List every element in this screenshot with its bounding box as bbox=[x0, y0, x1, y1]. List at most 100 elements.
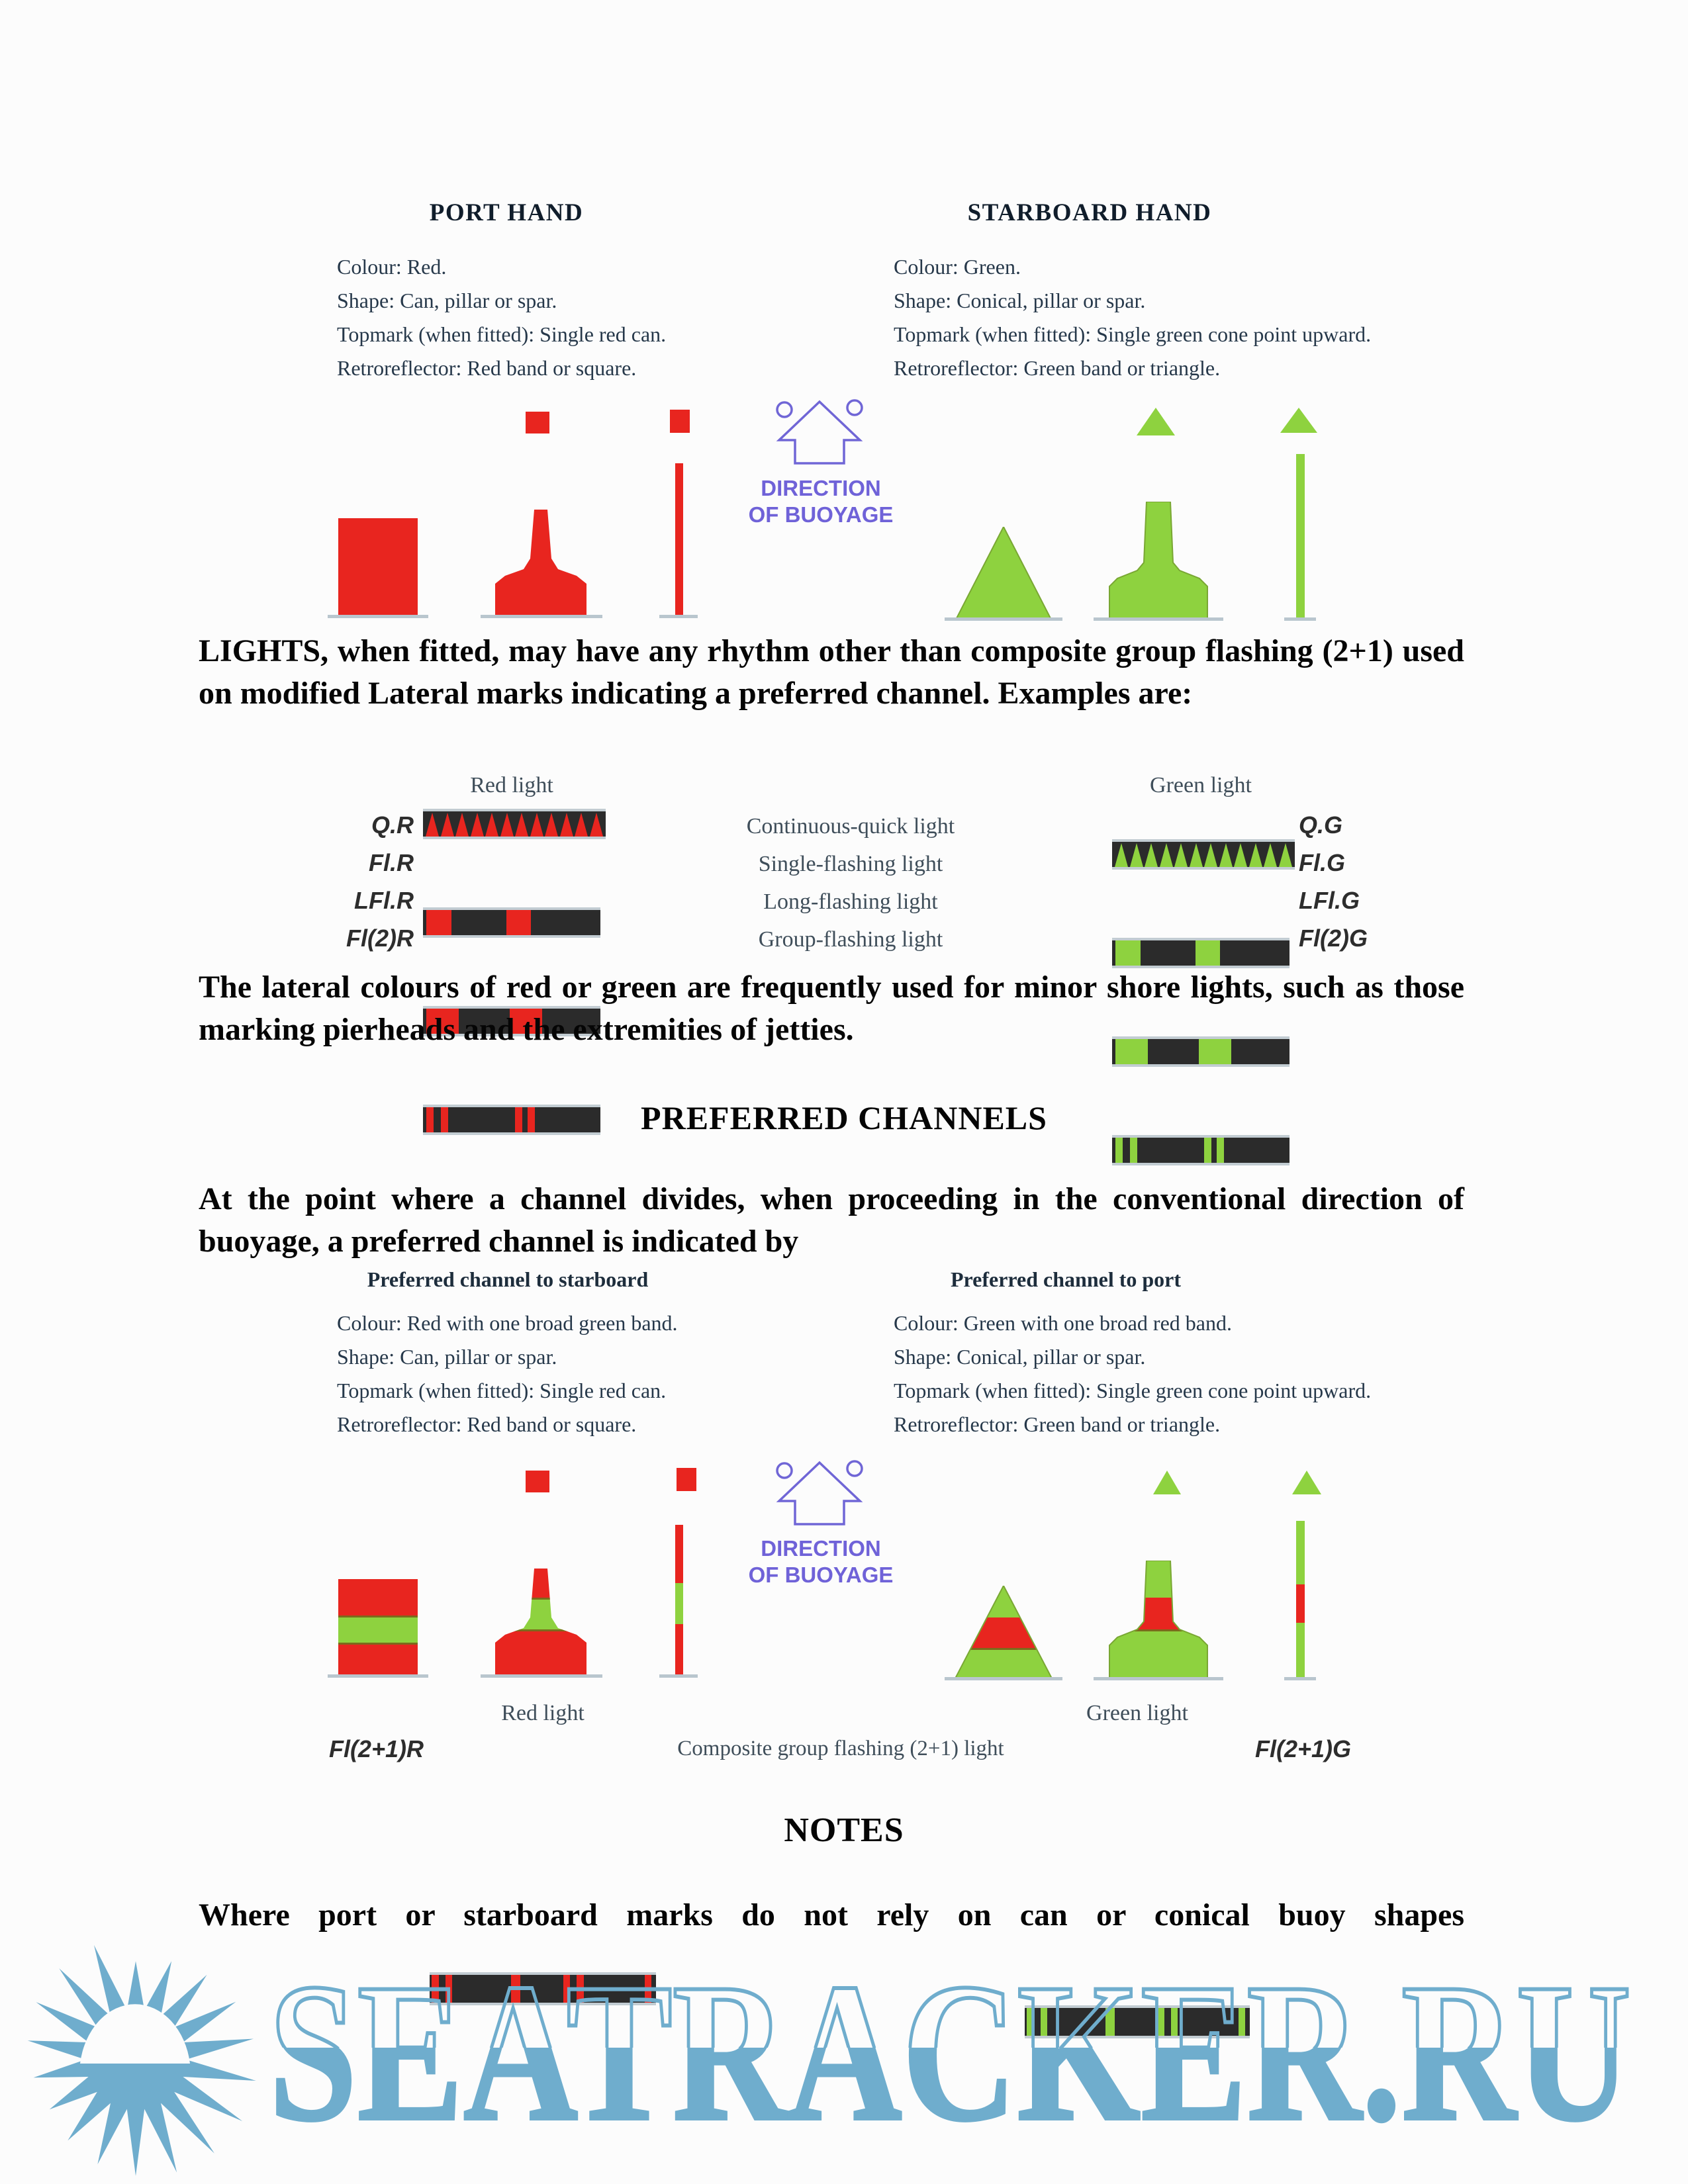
green-cone-topmark-icon bbox=[1292, 1471, 1321, 1494]
green-cone-topmark-icon bbox=[1137, 408, 1175, 435]
baseline bbox=[659, 615, 698, 618]
light-description: Composite group flashing (2+1) light bbox=[677, 1737, 1004, 1760]
green-light-header: Green light bbox=[1086, 1701, 1188, 1725]
light-label-flg: Fl.G bbox=[1299, 849, 1345, 876]
baseline bbox=[945, 1677, 1062, 1680]
lateral-paragraph: The lateral colours of red or green are … bbox=[199, 970, 1464, 1047]
red-can-topmark-icon bbox=[670, 410, 690, 433]
detail-line: Shape: Conical, pillar or spar. bbox=[894, 289, 1146, 312]
preferred-intro-paragraph: At the point where a channel divides, wh… bbox=[199, 1181, 1464, 1259]
direction-of-buoyage-label: DIRECTION OF BUOYAGE bbox=[748, 1536, 894, 1587]
light-label-fl21r: Fl(2+1)R bbox=[328, 1735, 424, 1762]
light-bar-qr bbox=[423, 809, 606, 839]
detail-line: Retroreflector: Red band or square. bbox=[337, 1412, 637, 1436]
green-cone-topmark-icon bbox=[1153, 1471, 1181, 1494]
light-description: Long-flashing light bbox=[763, 889, 938, 914]
light-bar-fl21g bbox=[1025, 2005, 1250, 2038]
baseline bbox=[1284, 617, 1316, 621]
watermark-text-solid: SEATRACKER.RU bbox=[269, 1960, 1631, 2130]
port-hand-details: Colour: Red. Shape: Can, pillar or spar.… bbox=[337, 250, 666, 385]
port-can-buoy bbox=[338, 518, 418, 615]
detail-line: Topmark (when fitted): Single red can. bbox=[337, 1379, 667, 1402]
light-label-fl2r: Fl(2)R bbox=[346, 925, 414, 952]
starboard-hand-details: Colour: Green. Shape: Conical, pillar or… bbox=[894, 250, 1371, 385]
direction-of-buoyage-label: DIRECTION OF BUOYAGE bbox=[748, 476, 894, 527]
detail-line: Colour: Red. bbox=[337, 255, 447, 279]
banded-cone-buoy bbox=[955, 1586, 1052, 1678]
lights-paragraph: LIGHTS, when fitted, may have any rhythm… bbox=[199, 633, 1464, 711]
preferred-port-details: Colour: Green with one broad red band. S… bbox=[894, 1306, 1371, 1441]
port-pillar-buoy bbox=[495, 510, 586, 617]
direction-of-buoyage-arrow-icon bbox=[776, 1460, 863, 1525]
light-bar-qg bbox=[1112, 839, 1295, 870]
detail-line: Retroreflector: Red band or square. bbox=[337, 356, 637, 380]
light-label-qg: Q.G bbox=[1299, 811, 1343, 839]
light-label-lflr: LFl.R bbox=[354, 887, 414, 914]
preferred-starboard-details: Colour: Red with one broad green band. S… bbox=[337, 1306, 678, 1441]
seatracker-watermark: SEATRACKER.RU SEATRACKER.RU bbox=[267, 1960, 1633, 2130]
detail-line: Topmark (when fitted): Single red can. bbox=[337, 322, 667, 346]
port-spar-buoy bbox=[675, 463, 683, 617]
light-label-flr: Fl.R bbox=[369, 849, 414, 876]
light-bar-flr bbox=[423, 907, 600, 938]
baseline bbox=[328, 1674, 428, 1678]
red-can-topmark-icon bbox=[677, 1468, 696, 1491]
detail-line: Colour: Green. bbox=[894, 255, 1021, 279]
direction-of-buoyage-arrow-icon bbox=[776, 399, 863, 465]
light-label-fl21g: Fl(2+1)G bbox=[1255, 1735, 1352, 1762]
light-bar-lflg bbox=[1112, 1036, 1289, 1067]
watermark-text-outline: SEATRACKER.RU bbox=[269, 1960, 1631, 2130]
preferred-starboard-title: Preferred channel to starboard bbox=[367, 1267, 649, 1291]
light-label-lflg: LFl.G bbox=[1299, 887, 1360, 914]
baseline bbox=[481, 615, 602, 618]
red-light-header: Red light bbox=[470, 773, 553, 797]
detail-line: Shape: Can, pillar or spar. bbox=[337, 1345, 557, 1369]
light-label-fl2g: Fl(2)G bbox=[1299, 925, 1368, 952]
detail-line: Topmark (when fitted): Single green cone… bbox=[894, 1379, 1372, 1402]
detail-line: Shape: Can, pillar or spar. bbox=[337, 289, 557, 312]
baseline bbox=[1284, 1677, 1316, 1680]
light-bar-fl2r bbox=[423, 1105, 600, 1135]
banded-pillar-buoy bbox=[495, 1569, 586, 1676]
light-bar-lflr bbox=[423, 1006, 600, 1036]
red-can-topmark-icon bbox=[526, 412, 549, 433]
baseline bbox=[1094, 617, 1223, 621]
notes-paragraph: Where port or starboard marks do not rel… bbox=[199, 1897, 1464, 1933]
starboard-hand-title: STARBOARD HAND bbox=[967, 199, 1212, 226]
notes-title: NOTES bbox=[784, 1811, 904, 1849]
preferred-channels-title: PREFERRED CHANNELS bbox=[641, 1099, 1047, 1136]
banded-can-buoy bbox=[338, 1579, 418, 1676]
banded-spar-buoy bbox=[675, 1525, 683, 1676]
banded-pillar-buoy bbox=[1109, 1561, 1208, 1678]
light-description: Group-flashing light bbox=[758, 927, 943, 952]
detail-line: Retroreflector: Green band or triangle. bbox=[894, 356, 1221, 380]
green-light-header: Green light bbox=[1150, 773, 1252, 797]
baseline bbox=[945, 617, 1062, 621]
baseline bbox=[481, 1674, 602, 1678]
detail-line: Shape: Conical, pillar or spar. bbox=[894, 1345, 1146, 1369]
banded-spar-buoy bbox=[1296, 1521, 1305, 1677]
light-label-qr: Q.R bbox=[371, 811, 414, 839]
starboard-cone-buoy bbox=[955, 527, 1052, 621]
red-light-header: Red light bbox=[501, 1701, 585, 1725]
detail-line: Retroreflector: Green band or triangle. bbox=[894, 1412, 1221, 1436]
light-description: Continuous-quick light bbox=[746, 814, 955, 839]
detail-line: Topmark (when fitted): Single green cone… bbox=[894, 322, 1372, 346]
baseline bbox=[1094, 1677, 1223, 1680]
red-can-topmark-icon bbox=[526, 1471, 549, 1492]
detail-line: Colour: Green with one broad red band. bbox=[894, 1311, 1232, 1335]
baseline bbox=[328, 615, 428, 618]
seatracker-sun-logo-icon bbox=[27, 1945, 256, 2176]
starboard-pillar-buoy bbox=[1109, 502, 1208, 621]
light-bar-fl2g bbox=[1112, 1135, 1289, 1165]
port-hand-title: PORT HAND bbox=[429, 199, 584, 226]
detail-line: Colour: Red with one broad green band. bbox=[337, 1311, 678, 1335]
light-bar-fl21r bbox=[430, 1972, 656, 2005]
light-description: Single-flashing light bbox=[758, 852, 943, 876]
preferred-port-title: Preferred channel to port bbox=[950, 1267, 1182, 1291]
green-cone-topmark-icon bbox=[1280, 408, 1317, 433]
light-bar-flg bbox=[1112, 938, 1289, 968]
starboard-spar-buoy bbox=[1296, 454, 1305, 621]
baseline bbox=[659, 1674, 698, 1678]
